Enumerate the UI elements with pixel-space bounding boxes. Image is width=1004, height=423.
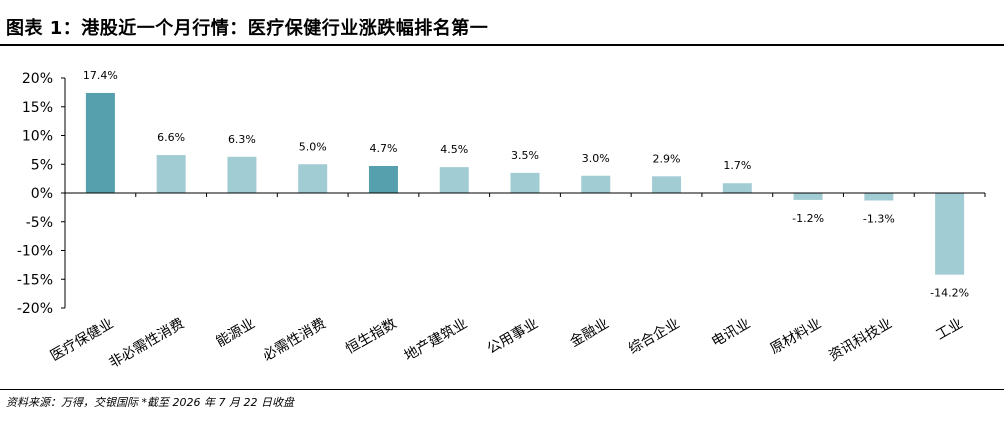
bar	[368, 165, 398, 193]
data-label: 3.5%	[511, 149, 539, 162]
y-tick-label: -5%	[26, 215, 53, 231]
y-tick-label: -15%	[17, 272, 53, 288]
bar	[439, 167, 469, 193]
data-label: 4.7%	[369, 142, 397, 155]
x-category-label: 工业	[933, 316, 965, 344]
y-tick-label: 20%	[22, 71, 53, 87]
x-category-label: 资讯科技业	[826, 316, 895, 365]
bar	[581, 175, 611, 193]
bar	[156, 155, 186, 193]
source-note: 资料来源：万得，交银国际 *截至 2026 年 7 月 22 日收盘	[6, 396, 294, 409]
y-tick-label: -10%	[17, 244, 53, 260]
x-category-label: 恒生指数	[343, 316, 399, 358]
x-category-label: 地产建筑业	[402, 316, 471, 365]
y-tick-label: 10%	[22, 129, 53, 145]
data-label: 17.4%	[83, 69, 118, 82]
data-label: 6.6%	[157, 131, 185, 144]
title-divider	[0, 44, 1004, 46]
x-category-label: 非必需性消费	[106, 316, 187, 372]
bar	[935, 193, 965, 275]
page-title: 图表 1：港股近一个月行情：医疗保健行业涨跌幅排名第一	[6, 18, 489, 39]
y-tick-label: -20%	[17, 301, 53, 317]
x-category-label: 能源业	[214, 316, 258, 351]
x-category-label: 电讯业	[709, 316, 753, 351]
data-label: 5.0%	[299, 140, 327, 153]
x-category-label: 综合企业	[626, 315, 683, 358]
data-label: 3.0%	[582, 152, 610, 165]
data-label: 6.3%	[228, 133, 256, 146]
data-label: 4.5%	[440, 143, 468, 156]
bar	[722, 183, 752, 193]
y-tick-label: 0%	[31, 186, 53, 202]
y-tick-label: 5%	[31, 157, 53, 173]
y-tick-label: 15%	[22, 100, 53, 116]
data-label: 2.9%	[653, 152, 681, 165]
x-category-label: 金融业	[567, 316, 611, 351]
data-label: -1.2%	[792, 212, 824, 225]
bar	[298, 164, 328, 193]
bar	[227, 156, 257, 193]
bar	[652, 176, 682, 193]
bar	[793, 193, 823, 200]
bar-chart: 20% 15% 10% 5% 0% -5% -10% -15% -20% 17.4% 6.6% 6.3…	[17, 69, 986, 372]
x-category-label: 公用事业	[485, 316, 541, 358]
bar	[85, 92, 115, 193]
bar	[510, 172, 540, 193]
footer-divider	[0, 389, 1004, 390]
x-category-label: 必需性消费	[260, 316, 329, 365]
data-label: -1.3%	[863, 212, 895, 225]
data-label: -14.2%	[930, 287, 969, 300]
bar	[864, 193, 894, 201]
x-category-label: 原材料业	[768, 316, 824, 358]
data-label: 1.7%	[723, 159, 751, 172]
